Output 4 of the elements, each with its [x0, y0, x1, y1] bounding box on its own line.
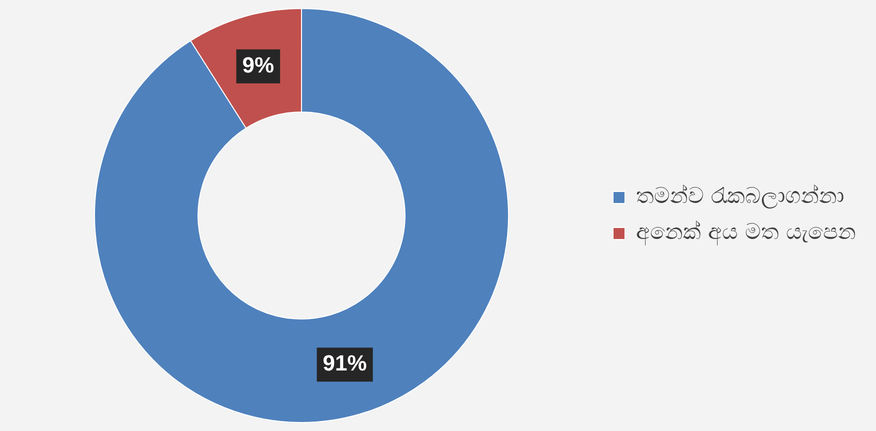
- data-label: 9%: [242, 52, 274, 78]
- data-label: 91%: [322, 350, 367, 376]
- legend-label: තමන්ව රැකබලාගන්නා: [636, 184, 844, 210]
- legend-label: අනෙක් අය මත යැපෙන: [636, 220, 856, 246]
